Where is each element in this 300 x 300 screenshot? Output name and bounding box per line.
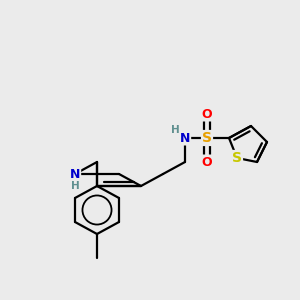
Text: H: H xyxy=(171,125,179,135)
Text: H: H xyxy=(70,181,80,191)
Text: S: S xyxy=(232,151,242,165)
Text: O: O xyxy=(202,155,212,169)
Text: S: S xyxy=(202,131,212,145)
Text: O: O xyxy=(202,107,212,121)
Text: N: N xyxy=(180,131,190,145)
Text: N: N xyxy=(70,167,80,181)
